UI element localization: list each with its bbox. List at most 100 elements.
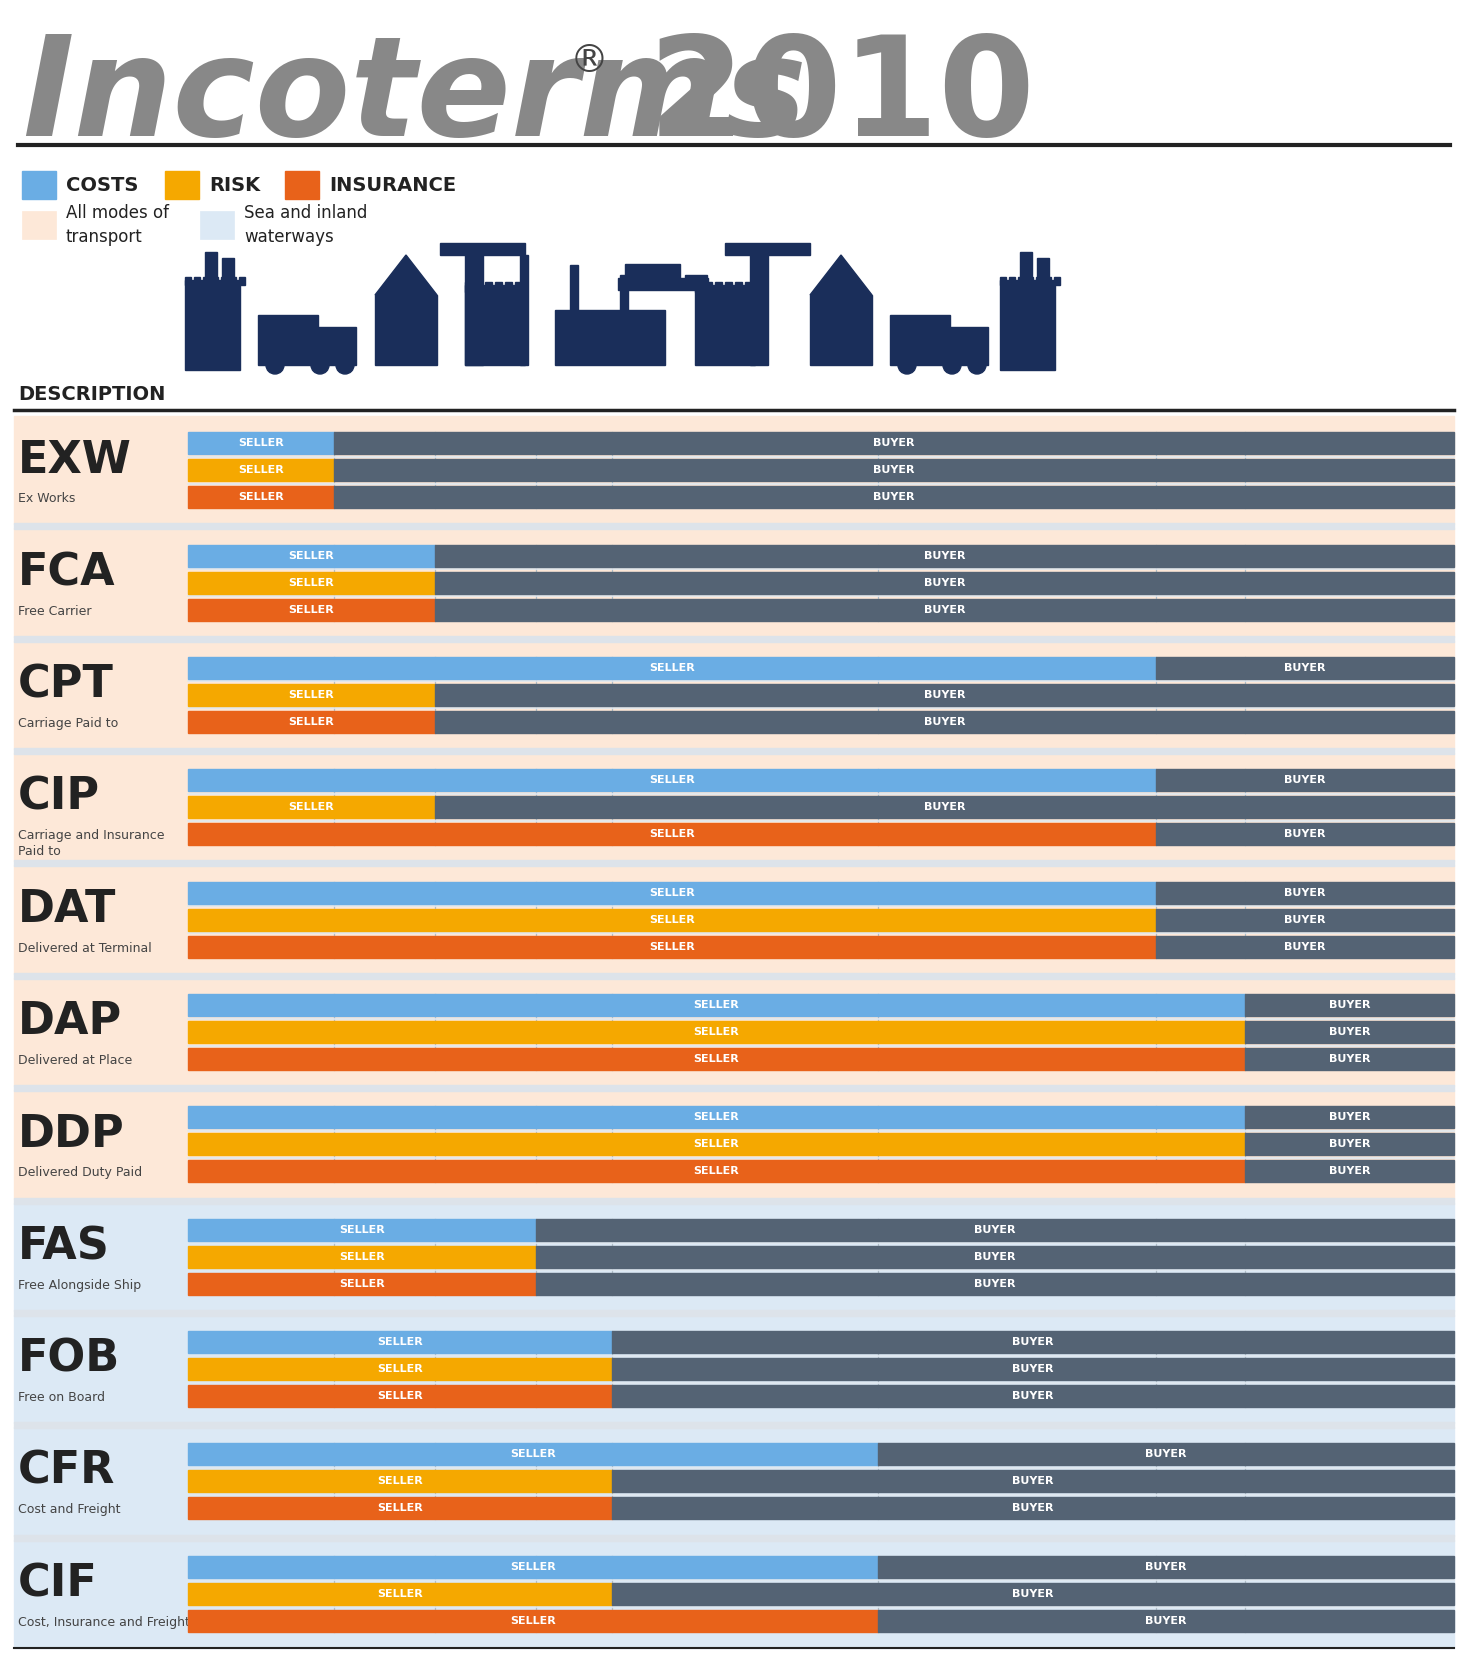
Bar <box>465 282 473 292</box>
Bar <box>15 1314 1453 1423</box>
Bar <box>619 325 628 340</box>
Bar <box>435 796 1453 819</box>
Text: ®: ® <box>570 42 609 80</box>
Text: BUYER: BUYER <box>1284 887 1326 897</box>
Text: SELLER: SELLER <box>377 1364 423 1374</box>
Text: Sea and inland
waterways: Sea and inland waterways <box>244 203 367 245</box>
Polygon shape <box>810 255 872 295</box>
Bar <box>1036 277 1042 285</box>
Bar <box>230 277 236 285</box>
Bar <box>15 747 1453 754</box>
Bar <box>15 972 1453 979</box>
Bar <box>694 282 702 292</box>
Text: Carriage Paid to: Carriage Paid to <box>18 717 119 731</box>
Text: SELLER: SELLER <box>649 942 696 952</box>
Bar <box>188 824 1157 846</box>
Text: SELLER: SELLER <box>377 1590 423 1600</box>
Text: BUYER: BUYER <box>1013 1590 1054 1600</box>
Text: BUYER: BUYER <box>1329 1166 1370 1176</box>
Bar <box>188 936 1157 957</box>
Bar <box>15 529 1453 637</box>
Bar <box>694 285 755 365</box>
Bar <box>725 282 733 292</box>
Bar <box>188 711 435 732</box>
Text: SELLER: SELLER <box>289 717 335 727</box>
Bar <box>188 544 435 567</box>
Text: CIP: CIP <box>18 776 100 819</box>
Text: Delivered at Terminal: Delivered at Terminal <box>18 942 151 954</box>
Bar <box>188 1498 612 1520</box>
Bar <box>15 641 1453 749</box>
Text: BUYER: BUYER <box>923 802 964 812</box>
Bar <box>890 315 950 365</box>
Bar <box>715 282 722 292</box>
Text: BUYER: BUYER <box>873 465 915 475</box>
Bar <box>735 282 741 292</box>
Bar <box>612 1583 1453 1605</box>
Text: BUYER: BUYER <box>1329 1001 1370 1011</box>
Text: SELLER: SELLER <box>377 1338 423 1348</box>
Bar <box>200 210 233 239</box>
Bar <box>1045 277 1051 285</box>
Bar <box>536 1246 1453 1268</box>
Text: BUYER: BUYER <box>1329 1113 1370 1123</box>
Bar <box>22 210 56 239</box>
Bar <box>612 1471 1453 1493</box>
Bar <box>744 282 752 292</box>
Text: SELLER: SELLER <box>238 439 283 449</box>
Bar <box>950 327 988 365</box>
Bar <box>435 572 1453 594</box>
Bar <box>1245 1161 1453 1183</box>
Text: SELLER: SELLER <box>289 604 335 614</box>
Bar <box>1036 259 1050 280</box>
Text: SELLER: SELLER <box>509 1449 556 1460</box>
Bar <box>1245 994 1453 1016</box>
Text: BUYER: BUYER <box>923 691 964 701</box>
Bar <box>188 1358 612 1379</box>
Text: DDP: DDP <box>18 1113 125 1156</box>
Bar <box>15 415 1453 524</box>
Bar <box>188 1246 536 1268</box>
Text: BUYER: BUYER <box>873 492 915 502</box>
Bar <box>22 172 56 198</box>
Text: BUYER: BUYER <box>1284 776 1326 786</box>
Text: SELLER: SELLER <box>238 492 283 502</box>
Bar <box>188 1273 536 1294</box>
Bar <box>15 1198 1453 1204</box>
Text: BUYER: BUYER <box>873 439 915 449</box>
Bar <box>536 1219 1453 1241</box>
Bar <box>188 769 1157 791</box>
Bar <box>686 275 708 285</box>
Text: Ex Works: Ex Works <box>18 492 75 505</box>
Text: SELLER: SELLER <box>289 802 335 812</box>
Bar <box>484 282 492 292</box>
Bar <box>333 485 1453 509</box>
Bar <box>1157 657 1453 679</box>
Text: BUYER: BUYER <box>1329 1027 1370 1037</box>
Bar <box>188 1106 1245 1128</box>
Text: Incoterms: Incoterms <box>22 30 807 165</box>
Bar <box>565 325 575 340</box>
Bar <box>222 259 233 280</box>
Bar <box>520 255 528 365</box>
Text: SELLER: SELLER <box>509 1616 556 1626</box>
Bar <box>15 752 1453 861</box>
Bar <box>15 1203 1453 1311</box>
Text: BUYER: BUYER <box>923 717 964 727</box>
Text: SELLER: SELLER <box>289 550 335 560</box>
Bar <box>555 310 665 365</box>
Bar <box>625 264 680 282</box>
Text: SELLER: SELLER <box>377 1476 423 1486</box>
Circle shape <box>266 355 283 374</box>
Bar <box>583 325 593 340</box>
Bar <box>1245 1021 1453 1042</box>
Text: SELLER: SELLER <box>377 1391 423 1401</box>
Text: SELLER: SELLER <box>694 1113 740 1123</box>
Bar <box>637 325 647 340</box>
Bar <box>258 315 319 365</box>
Bar <box>476 282 482 292</box>
Bar <box>612 1331 1453 1353</box>
Bar <box>1157 769 1453 791</box>
Bar <box>1245 1106 1453 1128</box>
Text: BUYER: BUYER <box>923 577 964 587</box>
